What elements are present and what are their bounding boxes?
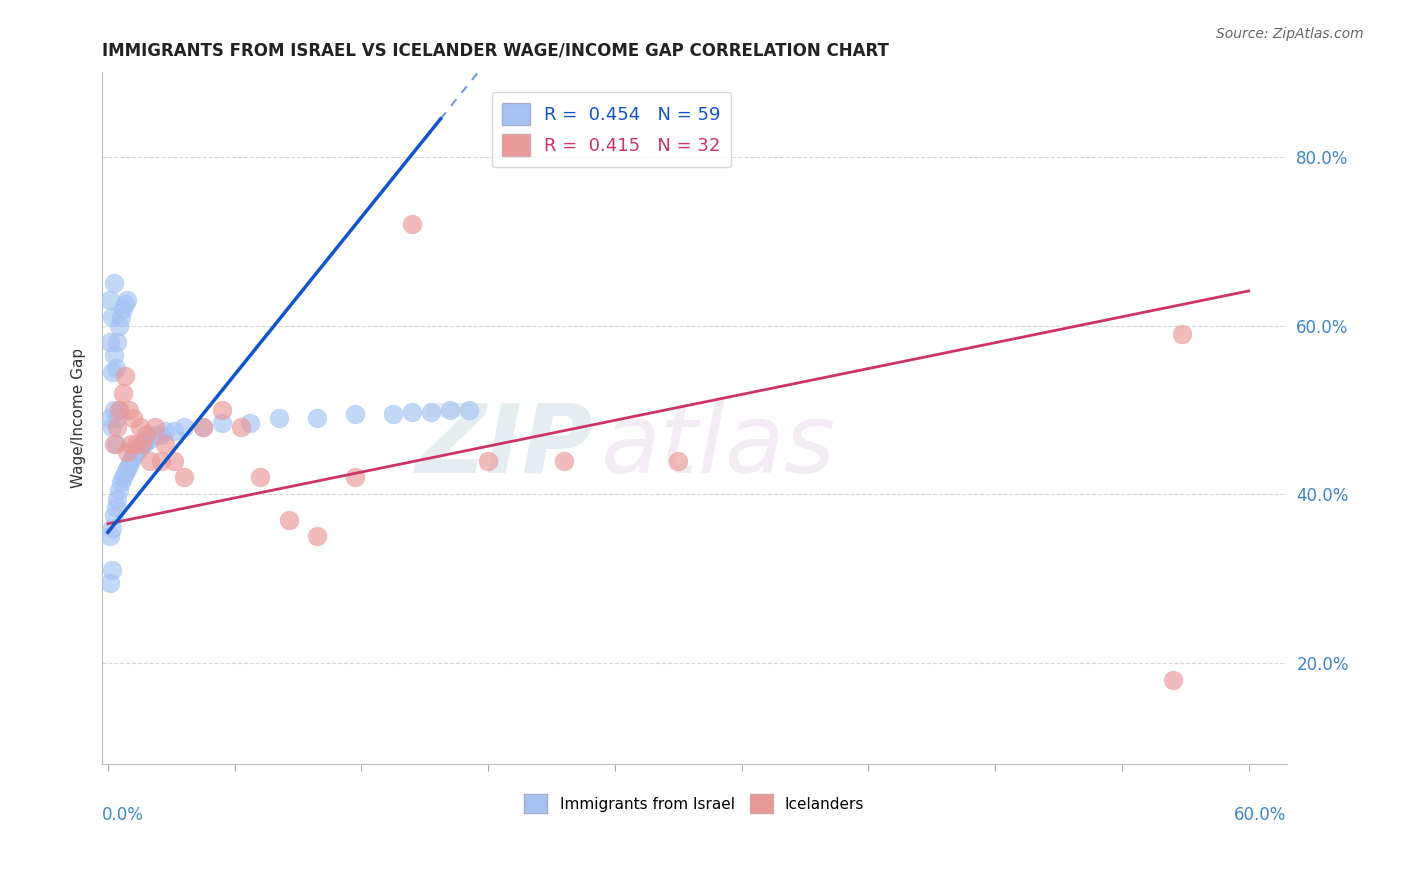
Point <box>103 348 125 362</box>
Point <box>121 450 143 464</box>
Point <box>163 453 186 467</box>
Point <box>103 436 125 450</box>
Point <box>132 436 155 450</box>
Point <box>1171 326 1194 341</box>
Point <box>108 318 131 333</box>
Point <box>125 445 148 459</box>
Point <box>100 365 122 379</box>
Point <box>103 508 125 523</box>
Point <box>100 310 122 324</box>
Point <box>115 445 138 459</box>
Point <box>104 360 127 375</box>
Point <box>239 416 262 430</box>
Point <box>344 470 367 484</box>
Point <box>305 411 328 425</box>
Point <box>108 403 131 417</box>
Point <box>104 500 127 514</box>
Point <box>150 428 173 442</box>
Point <box>107 419 129 434</box>
Point <box>267 411 290 425</box>
Point <box>112 386 135 401</box>
Point <box>173 470 195 484</box>
Point <box>305 529 328 543</box>
Point <box>98 411 121 425</box>
Point <box>344 407 367 421</box>
Point <box>110 475 132 489</box>
Point <box>107 411 129 425</box>
Point <box>98 293 121 308</box>
Text: ZIP: ZIP <box>416 400 593 492</box>
Point <box>173 419 195 434</box>
Y-axis label: Wage/Income Gap: Wage/Income Gap <box>72 348 86 489</box>
Point <box>110 310 132 324</box>
Point <box>191 419 214 434</box>
Point <box>553 453 575 467</box>
Point <box>124 445 146 459</box>
Point <box>108 403 131 417</box>
Point <box>129 419 152 434</box>
Point <box>1161 673 1184 687</box>
Point <box>458 403 481 417</box>
Point <box>139 433 162 447</box>
Point <box>98 575 121 590</box>
Point <box>145 428 167 442</box>
Point <box>153 436 176 450</box>
Point <box>163 424 186 438</box>
Point <box>191 419 214 434</box>
Point <box>98 335 121 350</box>
Point <box>131 436 153 450</box>
Point <box>104 436 127 450</box>
Point <box>153 424 176 438</box>
Point <box>100 521 122 535</box>
Point <box>135 433 157 447</box>
Point <box>229 419 252 434</box>
Text: Source: ZipAtlas.com: Source: ZipAtlas.com <box>1216 27 1364 41</box>
Point <box>118 458 141 472</box>
Point <box>125 436 148 450</box>
Point <box>401 404 423 418</box>
Point <box>108 483 131 497</box>
Point <box>150 453 173 467</box>
Text: atlas: atlas <box>599 400 835 492</box>
Point <box>666 453 689 467</box>
Point <box>112 470 135 484</box>
Text: 0.0%: 0.0% <box>103 805 143 824</box>
Point <box>103 277 125 291</box>
Point <box>100 563 122 577</box>
Point <box>115 293 138 308</box>
Text: 60.0%: 60.0% <box>1234 805 1286 824</box>
Point <box>100 419 122 434</box>
Point <box>131 436 153 450</box>
Point <box>127 441 149 455</box>
Point <box>121 411 143 425</box>
Legend: Immigrants from Israel, Icelanders: Immigrants from Israel, Icelanders <box>519 788 870 819</box>
Point <box>211 416 233 430</box>
Point <box>211 403 233 417</box>
Point <box>118 403 141 417</box>
Point <box>120 436 142 450</box>
Point <box>114 369 136 384</box>
Text: IMMIGRANTS FROM ISRAEL VS ICELANDER WAGE/INCOME GAP CORRELATION CHART: IMMIGRANTS FROM ISRAEL VS ICELANDER WAGE… <box>103 42 889 60</box>
Point <box>145 419 167 434</box>
Point <box>139 453 162 467</box>
Point <box>401 217 423 231</box>
Point <box>439 403 461 417</box>
Point <box>115 462 138 476</box>
Point <box>107 335 129 350</box>
Point <box>277 513 299 527</box>
Point <box>112 301 135 316</box>
Point <box>120 453 142 467</box>
Point <box>382 407 405 421</box>
Point <box>420 404 443 418</box>
Point <box>129 441 152 455</box>
Point <box>103 403 125 417</box>
Point <box>249 470 271 484</box>
Point <box>114 466 136 480</box>
Point <box>107 491 129 506</box>
Point <box>114 297 136 311</box>
Point <box>135 428 157 442</box>
Point <box>98 529 121 543</box>
Point <box>477 453 499 467</box>
